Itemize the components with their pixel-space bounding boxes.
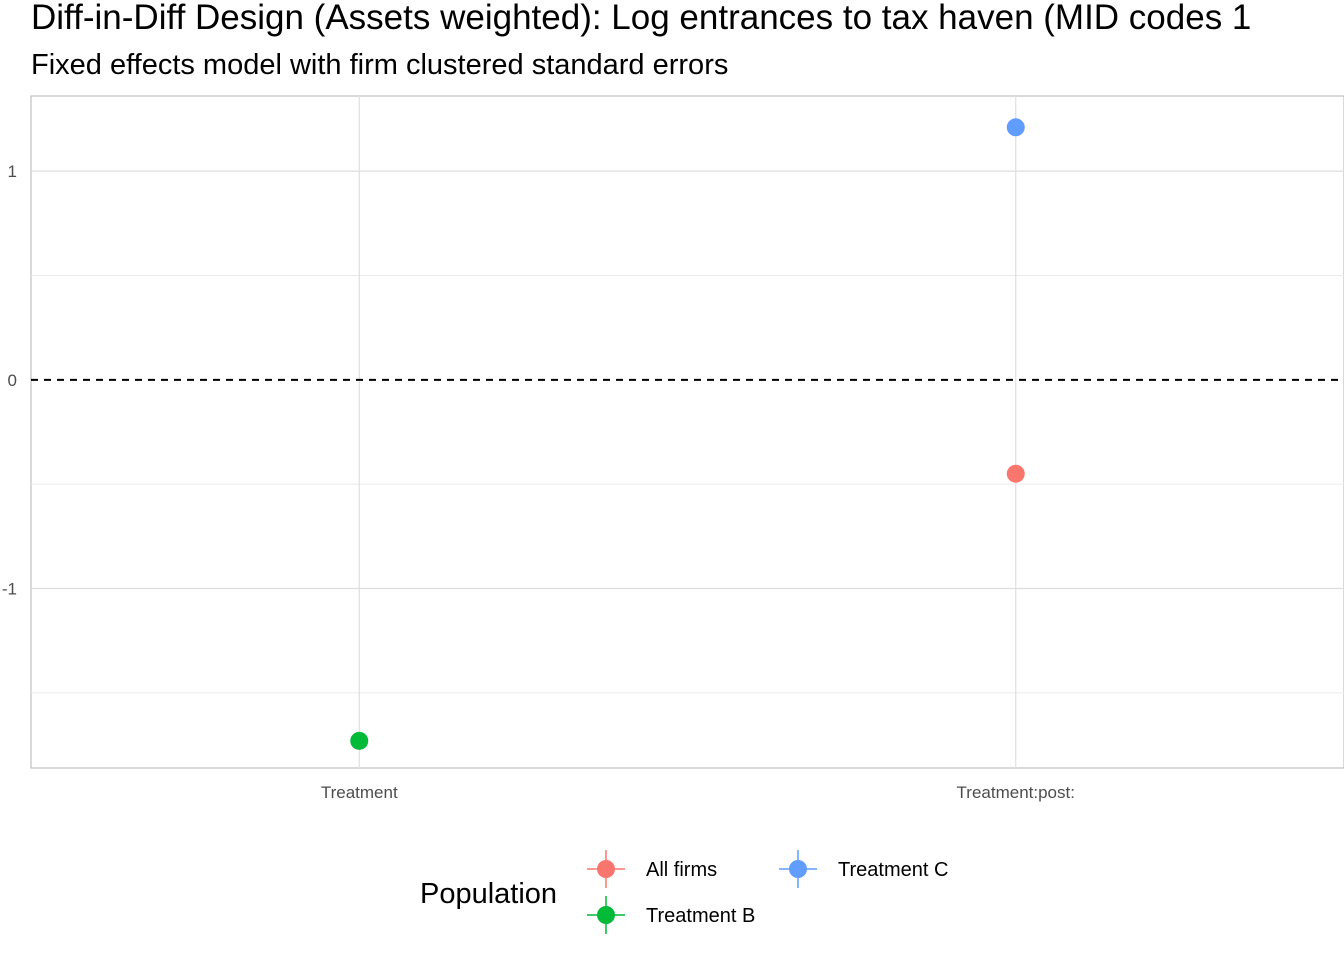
x-tick-label: Treatment:post: — [957, 783, 1075, 802]
data-point — [350, 731, 369, 750]
x-tick-label: Treatment — [321, 783, 398, 802]
data-point — [1006, 118, 1025, 137]
plot-panel — [30, 95, 1344, 769]
chart-title: Diff-in-Diff Design (Assets weighted): L… — [31, 0, 1251, 37]
y-axis: 1 0 -1 — [2, 162, 17, 598]
y-tick-label: 0 — [8, 371, 17, 390]
legend-key-dot — [789, 860, 807, 878]
data-point — [1006, 464, 1025, 483]
legend-item: Treatment C — [779, 850, 948, 888]
grid-lines — [31, 96, 1344, 768]
legend-title: Population — [420, 878, 557, 910]
legend-items: All firms Treatment C Treatment B — [587, 850, 948, 934]
legend-key-dot — [597, 860, 615, 878]
y-tick-label: 1 — [8, 162, 17, 181]
chart-subtitle: Fixed effects model with firm clustered … — [31, 49, 728, 81]
legend-label: Treatment B — [646, 905, 755, 927]
y-tick-label: -1 — [2, 580, 17, 599]
legend-key-dot — [597, 906, 615, 924]
legend-label: All firms — [646, 859, 717, 881]
legend: Population All firms Treatment C Treatment… — [420, 850, 948, 934]
data-points — [350, 118, 1025, 750]
legend-item: Treatment B — [587, 896, 755, 934]
legend-label: Treatment C — [838, 859, 948, 881]
x-axis: Treatment Treatment:post: — [321, 783, 1075, 802]
legend-item: All firms — [587, 850, 717, 888]
